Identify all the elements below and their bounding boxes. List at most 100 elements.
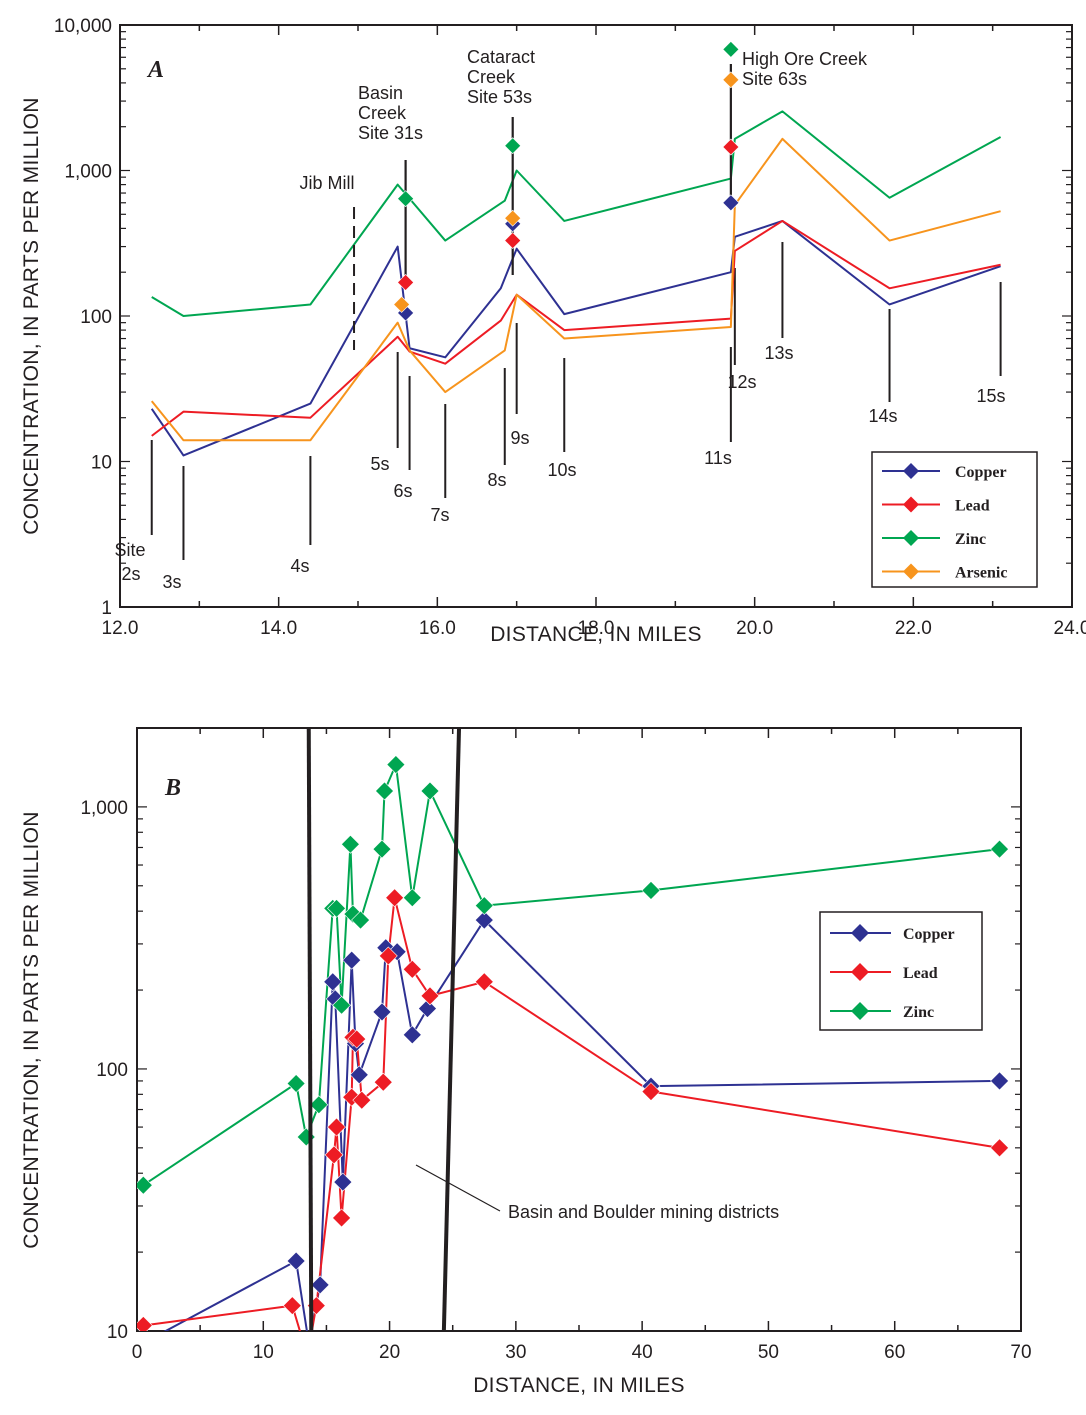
data-point-b-lead [352, 1090, 372, 1110]
y-tick-label-a: 1 [101, 598, 112, 619]
data-point-a-zinc [504, 137, 522, 155]
x-tick-label-b: 30 [505, 1342, 526, 1363]
legend-label-a: Copper [955, 464, 1007, 481]
data-point-b-zinc [990, 839, 1009, 859]
x-tick-label-a: 18.0 [578, 618, 615, 639]
site-label-a: 8s [487, 470, 506, 490]
data-point-b-copper [990, 1071, 1009, 1091]
site-label-a: 13s [764, 343, 793, 363]
legend-marker-b [851, 963, 869, 981]
x-tick-label-b: 70 [1010, 1342, 1031, 1363]
data-point-a-zinc [397, 190, 415, 208]
data-point-b-zinc [137, 1175, 153, 1195]
x-tick-label-b: 60 [884, 1342, 905, 1363]
site-lines-a [150, 242, 1002, 560]
data-point-b-zinc [327, 898, 346, 918]
x-tick-label-a: 12.0 [102, 618, 139, 639]
data-point-b-copper [333, 1172, 353, 1192]
site-annotation-a: Site 63s [742, 69, 807, 89]
y-tick-labels-b: 10 100 1,000 [80, 798, 128, 1343]
legend-marker-a [903, 530, 919, 546]
site-label-a: 9s [510, 428, 529, 448]
legend-marker-a [903, 563, 919, 580]
data-point-b-zinc [351, 910, 370, 930]
panel-label-a: A [146, 57, 164, 83]
y-tick-labels-a: 1 10 100 1,000 10,000 [54, 16, 112, 619]
legend-marker-a [903, 463, 919, 479]
legend-marker-b [851, 1002, 869, 1020]
data-point-b-copper [323, 972, 343, 992]
site-annotation-a: Jib Mill [299, 173, 354, 193]
district-boundary-line [441, 727, 462, 1332]
data-point-b-zinc [420, 781, 440, 801]
legend-label-a: Zinc [955, 531, 986, 548]
data-point-b-lead [378, 946, 398, 966]
site-label-a: 15s [976, 386, 1005, 406]
data-point-b-zinc [286, 1074, 306, 1093]
data-point-b-copper [349, 1065, 369, 1085]
data-point-a-zinc [722, 40, 740, 58]
district-annotation-label: Basin and Boulder mining districts [508, 1202, 779, 1222]
site-annotation-a: Creek [358, 103, 407, 123]
data-point-b-lead [327, 1117, 346, 1137]
y-tick-label-b: 100 [96, 1060, 128, 1081]
site-label-a: 10s [547, 460, 576, 480]
data-point-b-zinc [641, 880, 661, 900]
site-label-a: 12s [727, 372, 756, 392]
data-point-b-lead [298, 1347, 316, 1365]
series-lines-b [142, 763, 1000, 1331]
data-point-a-arsenic [722, 71, 740, 89]
series-line-a-lead [151, 219, 1001, 437]
x-tick-labels-a: 12.0 14.0 16.0 18.0 20.0 22.0 24.0 [102, 618, 1086, 639]
site-label-a: 11s [704, 448, 732, 468]
panel-label-b: B [164, 775, 181, 801]
x-tick-label-b: 50 [758, 1342, 779, 1363]
legend-marker-b [851, 924, 869, 942]
data-point-b-copper [286, 1251, 306, 1271]
y-axis-title-b: CONCENTRATION, IN PARTS PER MILLION [20, 811, 43, 1249]
y-tick-label-a: 1,000 [64, 162, 112, 183]
data-point-a-lead [397, 274, 415, 291]
data-point-b-lead [137, 1316, 153, 1331]
data-point-b-zinc [340, 834, 360, 854]
legend-label-a: Lead [955, 498, 990, 515]
legend-label-b: Lead [903, 965, 938, 982]
data-point-b-lead [641, 1082, 661, 1101]
y-tick-label-a: 100 [80, 307, 112, 328]
site-label-a: 3s [162, 572, 181, 592]
series-line-a-copper [150, 219, 1001, 457]
site-label-a: 2s [121, 564, 140, 584]
x-tick-label-a: 22.0 [895, 618, 932, 639]
y-tick-label-a: 10 [91, 453, 112, 474]
chart-panel-a: 12.0 14.0 16.0 18.0 20.0 22.0 24.0 1 10 100 1,000… [20, 16, 1086, 646]
district-lines-b [306, 727, 462, 1332]
legend-marker-a [903, 496, 919, 513]
data-point-b-copper [372, 1002, 392, 1022]
data-point-b-zinc [386, 755, 406, 775]
x-tick-label-a: 16.0 [419, 618, 456, 639]
series-markers-b [137, 755, 1009, 1365]
site-annotation-a: Cataract [467, 47, 535, 67]
data-point-b-lead [324, 1145, 344, 1165]
data-point-b-zinc [309, 1095, 329, 1115]
data-point-a-arsenic [393, 296, 411, 313]
data-point-b-zinc [375, 781, 394, 801]
data-point-b-copper [418, 999, 437, 1018]
x-tick-label-a: 24.0 [1054, 618, 1086, 639]
x-axis-title-a: DISTANCE, IN MILES [490, 623, 702, 646]
site-label-a: Site [114, 540, 145, 560]
annotation-leader-b [415, 1164, 501, 1212]
data-point-b-zinc [372, 839, 392, 859]
site-annotation-a: Basin [358, 83, 403, 103]
x-tick-label-a: 14.0 [260, 618, 297, 639]
series-line-a-arsenic [150, 137, 1001, 442]
site-annotation-a: Site 53s [467, 87, 532, 107]
data-point-b-lead [385, 888, 405, 908]
data-point-b-copper [474, 910, 494, 930]
district-annotation-b: Basin and Boulder mining districts [415, 1164, 779, 1222]
y-tick-label-b: 10 [107, 1322, 128, 1343]
data-point-a-copper [722, 194, 740, 212]
site-label-a: 6s [393, 481, 412, 501]
data-point-b-lead [332, 1208, 352, 1228]
